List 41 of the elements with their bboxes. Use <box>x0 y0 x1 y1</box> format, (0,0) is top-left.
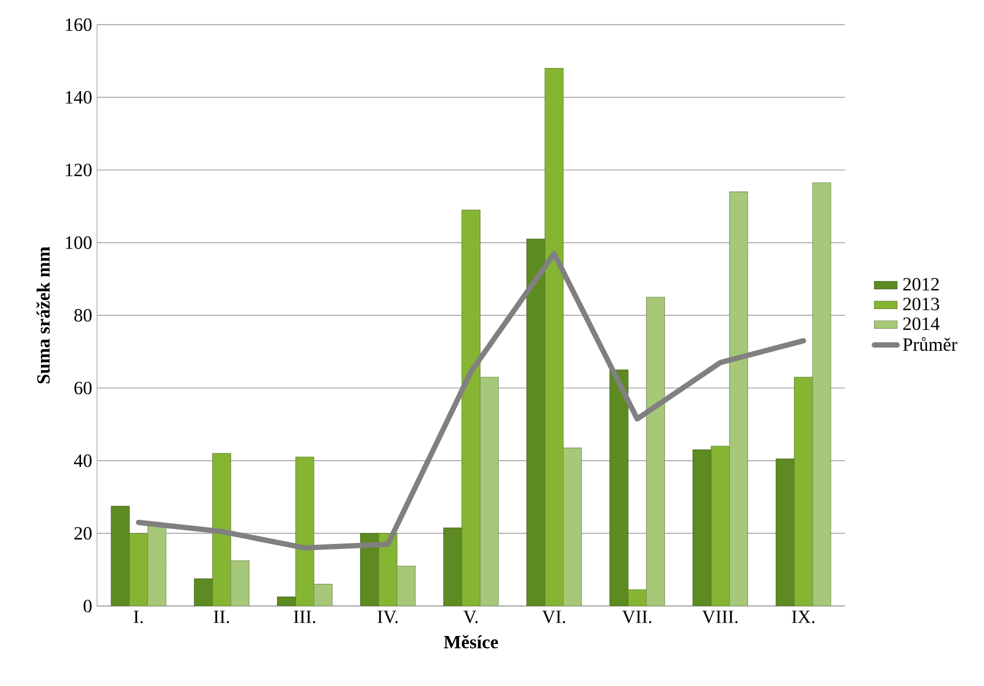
bar <box>396 566 416 606</box>
y-tick-label: 0 <box>84 600 92 612</box>
y-tick-label: 60 <box>74 382 92 394</box>
bar <box>646 296 665 606</box>
bar <box>295 456 314 606</box>
y-tick-label: 80 <box>74 309 92 322</box>
x-tick-label: VIII. <box>702 610 738 624</box>
bar <box>562 448 582 606</box>
bar <box>480 376 499 606</box>
x-tick-label: IV. <box>378 610 398 624</box>
bar <box>462 210 480 606</box>
bar <box>710 446 730 606</box>
y-tick-label: 40 <box>74 454 92 467</box>
x-tick-label: VI. <box>542 610 566 624</box>
bar <box>628 589 647 606</box>
y-tick-label: 20 <box>74 527 92 540</box>
x-tick-label: I. <box>134 610 143 624</box>
bar <box>544 68 564 606</box>
x-tick-label: IX. <box>792 610 814 624</box>
x-tick-label: III. <box>294 610 316 624</box>
bar <box>129 533 148 606</box>
x-tick-label: II. <box>214 610 229 624</box>
x-tick-label: VII. <box>622 610 652 624</box>
y-tick-label: 100 <box>66 236 92 249</box>
y-axis-title: Suma srážek mm <box>36 246 50 384</box>
bar <box>729 192 748 606</box>
bar <box>812 182 832 606</box>
bar <box>212 453 232 606</box>
y-tick-label: 140 <box>66 91 92 104</box>
legend-label: Průměr <box>903 337 958 351</box>
y-tick-label: 120 <box>66 164 92 176</box>
legend-label: 2012 <box>903 278 939 291</box>
legend-label: 2014 <box>903 317 940 330</box>
x-tick-label: V. <box>463 610 478 624</box>
legend-label: 2013 <box>903 298 940 310</box>
bar <box>147 526 166 606</box>
x-axis-title: Měsíce <box>444 635 498 648</box>
bar <box>230 560 250 606</box>
y-tick-label: 160 <box>66 18 92 31</box>
bar <box>314 584 332 606</box>
bar <box>794 376 813 606</box>
